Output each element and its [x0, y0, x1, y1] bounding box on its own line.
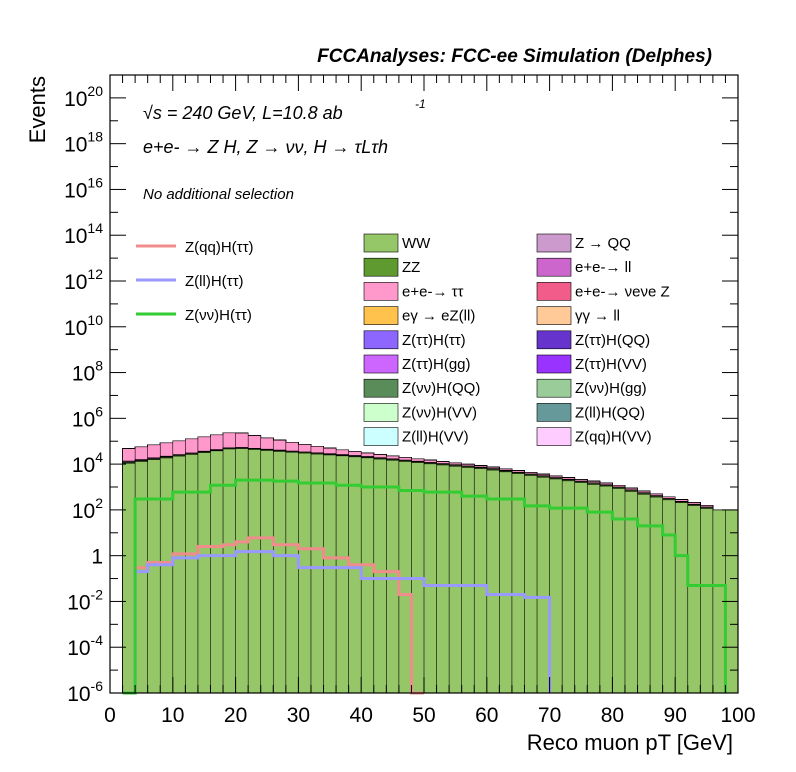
legend-label: e+e-→ ττ	[402, 283, 464, 300]
legend-swatch	[363, 330, 399, 350]
x-axis-ticks: 0 10 20 30 40 50 60 70 80 90 100	[104, 75, 756, 727]
legend-label: e+e-→ νeνe Z	[575, 283, 670, 300]
energy-label: √s = 240 GeV, L=10.8 ab	[143, 103, 343, 123]
legend-swatch	[363, 378, 399, 398]
legend-box	[357, 230, 669, 451]
legend-label: WW	[402, 235, 431, 252]
legend-swatch	[363, 427, 399, 446]
legend-line-label: Z(qq)H(ττ)	[185, 239, 254, 256]
process-label: e+e- → Z H, Z → νν, H → τLτh	[143, 137, 388, 157]
legend-label: ZZ	[402, 259, 420, 276]
legend-swatch	[363, 233, 399, 253]
figure-title: FCCAnalyses: FCC-ee Simulation (Delphes)	[317, 46, 712, 67]
legend-label: Z(ll)H(QQ)	[575, 404, 645, 421]
legend-label: eγ → eZ(ll)	[402, 308, 475, 325]
x-tick-label: 90	[664, 704, 687, 727]
y-tick-label: 102	[72, 495, 103, 523]
legend-label: e+e-→ ll	[575, 259, 631, 276]
x-tick-label: 20	[224, 704, 247, 727]
x-tick-label: 60	[475, 704, 498, 727]
y-tick-label: 1	[91, 546, 103, 569]
legend-swatch	[363, 306, 399, 325]
legend-swatch	[536, 257, 572, 277]
x-tick-label: 30	[287, 704, 310, 727]
y-tick-label: 104	[72, 449, 103, 477]
x-axis-label: Reco muon pT [GeV]	[527, 730, 733, 755]
legend-swatch	[536, 306, 572, 325]
legend-swatch	[363, 354, 399, 374]
legend-swatch	[536, 354, 572, 374]
legend-swatch	[363, 257, 399, 277]
legend-label: Z(ll)H(VV)	[402, 429, 469, 446]
legend-label: Z(qq)H(VV)	[575, 429, 652, 446]
legend-swatch	[536, 330, 572, 350]
legend-swatch	[536, 427, 572, 446]
y-tick-label: 108	[72, 358, 103, 386]
y-tick-label: 10-6	[67, 678, 103, 706]
y-tick-label: 1018	[64, 129, 103, 157]
legend-swatch	[363, 282, 399, 301]
stacked-histogram-fills	[122, 432, 739, 694]
legend-swatch	[536, 233, 572, 253]
legend-line-label: Z(νν)H(ττ)	[185, 307, 252, 324]
legend-swatch	[536, 403, 572, 422]
legend-line-label: Z(ll)H(ττ)	[185, 273, 244, 290]
legend-label: Z(νν)H(QQ)	[402, 380, 480, 397]
legend-label: Z(ττ)H(ττ)	[402, 332, 466, 349]
x-tick-label: 70	[538, 704, 561, 727]
signal-line-z-qq-h-	[122, 536, 424, 695]
legend-label: Z(ττ)H(gg)	[402, 356, 471, 373]
y-tick-label: 10-2	[67, 586, 103, 614]
lumi-exponent: -1	[415, 97, 426, 111]
signal-line-z-ll-h-	[122, 550, 552, 695]
legend-swatch	[536, 282, 572, 301]
x-tick-label: 100	[720, 704, 755, 727]
legend-label: Z → QQ	[575, 235, 631, 252]
legend-label: Z(νν)H(VV)	[402, 404, 477, 421]
signal-line-z-h-	[122, 478, 727, 695]
legend-label: Z(νν)H(gg)	[575, 380, 647, 397]
y-tick-label: 1014	[64, 220, 103, 248]
x-tick-label: 0	[104, 704, 116, 727]
y-axis-ticks: 10-6 10-4 10-2 1 102 104 106 108 1010 1012 1014 101…	[64, 74, 738, 706]
x-tick-label: 10	[161, 704, 184, 727]
y-tick-label: 1010	[64, 312, 103, 340]
stack-layer-ww	[122, 448, 739, 694]
signal-lines	[122, 478, 727, 695]
y-axis-label: Events	[25, 76, 50, 143]
y-tick-label: 1012	[64, 266, 103, 294]
legend: Z(qq)H(ττ) Z(ll)H(ττ) Z(νν)H(ττ) WW ZZ e+e-→ …	[136, 230, 670, 451]
legend-label: γγ → ll	[575, 308, 620, 325]
legend-label: Z(ττ)H(QQ)	[575, 332, 650, 349]
y-tick-label: 10-4	[67, 632, 103, 660]
y-tick-label: 1016	[64, 174, 103, 202]
x-tick-label: 50	[412, 704, 435, 727]
y-tick-label: 106	[72, 403, 103, 431]
legend-swatch	[363, 403, 399, 422]
x-tick-label: 40	[350, 704, 373, 727]
legend-swatch	[536, 378, 572, 398]
legend-label: Z(ττ)H(VV)	[575, 356, 647, 373]
y-tick-label: 1020	[64, 83, 103, 111]
selection-label: No additional selection	[143, 186, 294, 203]
x-tick-label: 80	[601, 704, 624, 727]
